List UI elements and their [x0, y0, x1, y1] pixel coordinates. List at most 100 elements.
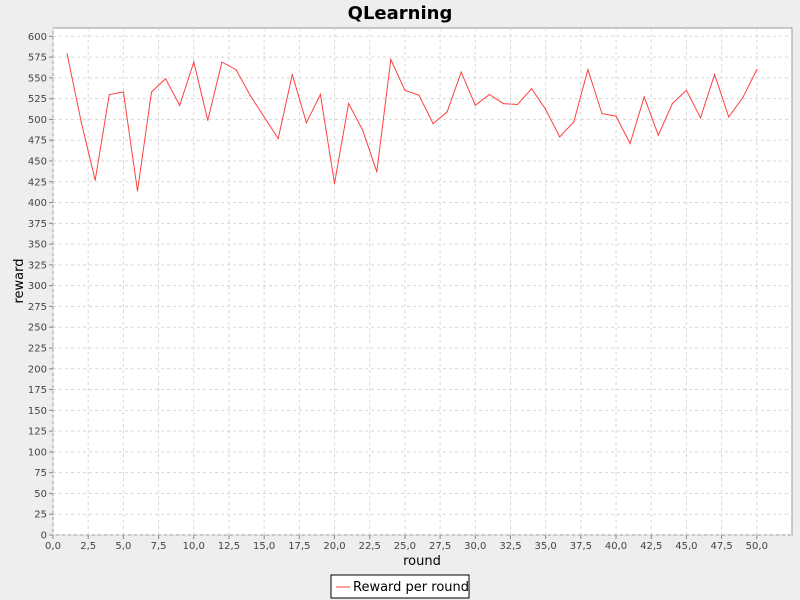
data-point: [671, 103, 674, 105]
data-point: [66, 53, 68, 55]
data-point: [699, 117, 702, 119]
data-point: [108, 93, 110, 96]
data-point: [362, 129, 364, 131]
data-point: [390, 59, 392, 61]
legend: Reward per round: [330, 574, 470, 599]
data-point: [432, 123, 434, 125]
y-tick-label: 0: [41, 531, 47, 542]
x-tick-label: 12,5: [218, 541, 240, 552]
x-axis-label: round: [403, 554, 441, 569]
data-point: [235, 69, 237, 71]
data-point: [136, 190, 139, 192]
x-tick-label: 47,5: [710, 541, 732, 552]
data-point: [559, 136, 561, 138]
data-point: [601, 113, 603, 115]
axes: 0 25 50 75 100 125 150 175 200 225 250 275 300 325 350…: [28, 32, 768, 552]
y-tick-label: 475: [28, 136, 47, 147]
data-point: [404, 89, 406, 91]
y-tick-label: 400: [28, 198, 47, 209]
data-point: [319, 93, 321, 96]
x-tick-label: 25,0: [394, 541, 416, 552]
x-tick-label: 17,5: [288, 541, 310, 552]
data-point: [122, 91, 124, 93]
y-tick-label: 425: [28, 177, 47, 188]
y-tick-label: 450: [28, 156, 47, 167]
x-tick-label: 50,0: [746, 541, 768, 552]
y-tick-label: 175: [28, 385, 47, 396]
chart-title: QLearning: [348, 3, 453, 24]
data-point: [714, 73, 716, 76]
data-point: [615, 115, 617, 117]
y-tick-label: 225: [28, 343, 47, 354]
data-point: [207, 119, 209, 121]
data-point: [263, 116, 265, 118]
x-tick-label: 10,0: [183, 541, 205, 552]
data-point: [193, 61, 195, 63]
data-point: [291, 73, 293, 76]
grid: [52, 28, 792, 536]
series-layer: [66, 53, 758, 192]
y-tick-label: 100: [28, 447, 47, 458]
data-point: [249, 94, 251, 96]
y-tick-label: 275: [28, 302, 47, 313]
data-point: [446, 111, 448, 113]
data-point: [545, 108, 547, 111]
data-point: [657, 134, 659, 136]
legend-entry: Reward per round: [353, 580, 469, 595]
data-point: [756, 69, 758, 71]
y-tick-label: 325: [28, 260, 47, 271]
data-point: [94, 179, 96, 181]
x-tick-label: 37,5: [570, 541, 592, 552]
data-point: [629, 142, 631, 145]
plot-area: [52, 27, 793, 536]
data-point: [742, 97, 744, 99]
y-axis-label: reward: [12, 258, 27, 303]
data-point: [685, 89, 688, 91]
data-point: [277, 137, 279, 140]
y-tick-label: 200: [28, 364, 47, 375]
x-tick-label: 5,0: [115, 541, 131, 552]
y-tick-label: 350: [28, 240, 47, 251]
data-point: [474, 104, 476, 106]
data-point: [348, 103, 350, 105]
y-tick-label: 600: [28, 32, 47, 43]
data-point: [573, 121, 575, 123]
x-tick-label: 35,0: [535, 541, 557, 552]
data-point: [221, 61, 223, 63]
data-point: [728, 116, 730, 118]
y-tick-label: 50: [34, 489, 47, 500]
data-point: [531, 88, 533, 90]
legend-box: [330, 574, 470, 599]
x-tick-label: 32,5: [499, 541, 521, 552]
y-tick-label: 125: [28, 427, 47, 438]
y-tick-label: 25: [34, 510, 47, 521]
x-tick-label: 40,0: [605, 541, 627, 552]
y-tick-label: 75: [34, 468, 47, 479]
y-tick-label: 500: [28, 115, 47, 126]
x-tick-label: 7,5: [151, 541, 167, 552]
data-point: [179, 104, 181, 106]
x-tick-label: 30,0: [464, 541, 486, 552]
data-point: [418, 94, 420, 96]
x-tick-label: 2,5: [80, 541, 96, 552]
data-point: [643, 96, 645, 98]
x-tick-label: 45,0: [675, 541, 697, 552]
data-point: [165, 78, 167, 80]
data-point: [460, 71, 462, 73]
y-tick-label: 150: [28, 406, 47, 417]
data-point: [587, 69, 589, 71]
data-point: [80, 121, 82, 123]
data-point: [305, 122, 307, 124]
y-tick-label: 300: [28, 281, 47, 292]
data-point: [150, 91, 153, 93]
y-tick-label: 525: [28, 94, 47, 105]
series-line-0: [66, 53, 758, 191]
x-tick-label: 42,5: [640, 541, 662, 552]
y-tick-label: 375: [28, 219, 47, 230]
x-tick-label: 27,5: [429, 541, 451, 552]
x-tick-label: 22,5: [359, 541, 381, 552]
y-tick-label: 575: [28, 53, 47, 64]
x-tick-label: 15,0: [253, 541, 275, 552]
x-tick-label: 0,0: [45, 541, 61, 552]
